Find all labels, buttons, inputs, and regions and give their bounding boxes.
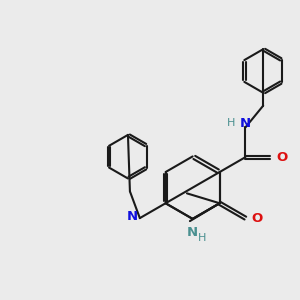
Text: H: H (198, 233, 207, 243)
Text: O: O (252, 212, 263, 225)
Text: H: H (227, 118, 236, 128)
Text: N: N (187, 226, 198, 239)
Text: N: N (126, 210, 137, 223)
Text: O: O (276, 151, 288, 164)
Text: N: N (240, 117, 251, 130)
